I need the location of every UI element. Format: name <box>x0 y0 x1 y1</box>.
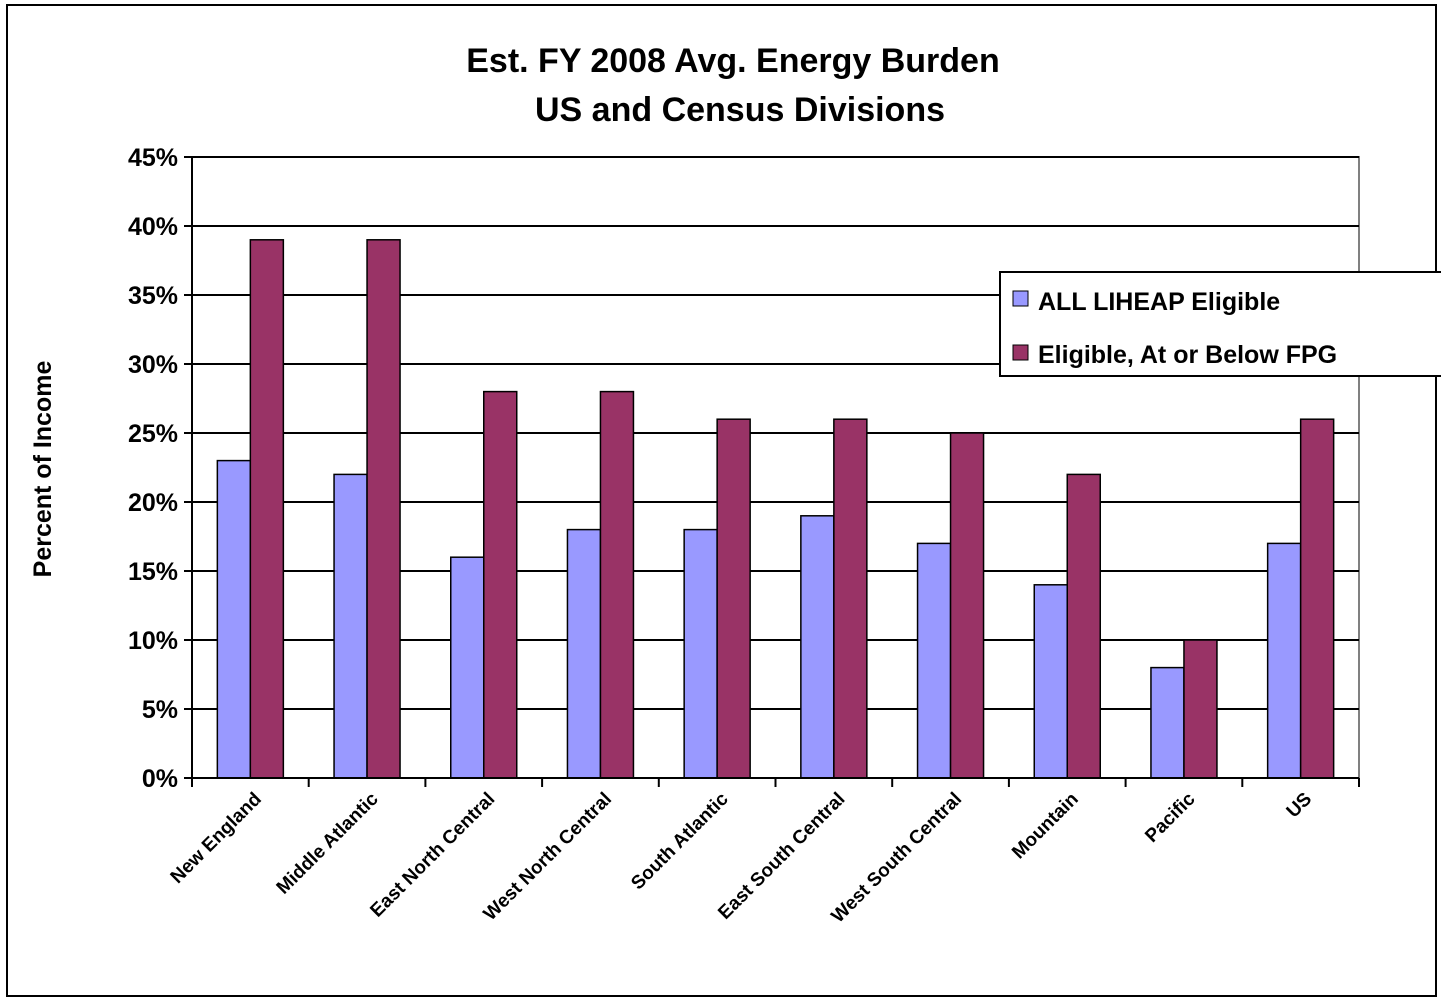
legend-swatch-at-or-below-fpg <box>1012 344 1029 361</box>
x-category-label: US <box>1283 789 1317 823</box>
bar-at-or-below-fpg <box>716 418 751 779</box>
x-category-label: West South Central <box>828 789 967 928</box>
bar-all-eligible <box>333 473 368 779</box>
legend-box <box>999 271 1441 377</box>
legend: ALL LIHEAP Eligible Eligible, At or Belo… <box>999 271 1441 377</box>
bar-all-eligible <box>1150 666 1185 779</box>
y-tick-label: 30% <box>128 351 178 379</box>
y-tick-label: 25% <box>128 420 178 448</box>
chart-subtitle: US and Census Divisions <box>535 91 945 129</box>
y-axis-label: Percent of Income <box>29 361 57 578</box>
x-category-label: South Atlantic <box>627 788 733 894</box>
x-category-label: East North Central <box>366 789 499 922</box>
bar-all-eligible <box>800 515 835 779</box>
y-tick-label: 20% <box>128 489 178 517</box>
bar-at-or-below-fpg <box>483 390 518 779</box>
bar-at-or-below-fpg <box>366 239 401 779</box>
bar-all-eligible <box>683 528 718 779</box>
bar-all-eligible <box>1266 542 1302 779</box>
y-tick-label: 40% <box>128 213 178 241</box>
y-tick-label: 10% <box>128 627 178 655</box>
x-category-label: West North Central <box>480 789 616 925</box>
legend-swatch-all-eligible <box>1012 290 1029 307</box>
legend-label-at-or-below-fpg: Eligible, At or Below FPG <box>1038 341 1337 369</box>
bar-all-eligible <box>216 459 252 779</box>
bar-at-or-below-fpg <box>249 239 285 779</box>
bar-at-or-below-fpg <box>1066 473 1101 779</box>
y-tick-label: 45% <box>128 144 178 172</box>
bar-at-or-below-fpg <box>599 390 635 779</box>
legend-label-all-eligible: ALL LIHEAP Eligible <box>1038 288 1280 316</box>
x-category-label: Middle Atlantic <box>273 788 383 898</box>
bar-at-or-below-fpg <box>1299 418 1335 779</box>
x-category-label: Mountain <box>1008 789 1083 864</box>
bar-all-eligible <box>1033 584 1068 779</box>
y-axis-ticks: 0% 5% 10% 15% 20% 25% 30% 35% 40% 45% <box>128 144 192 793</box>
bar-at-or-below-fpg <box>833 418 868 779</box>
bar-all-eligible <box>566 528 602 779</box>
chart-title: Est. FY 2008 Avg. Energy Burden <box>466 42 999 80</box>
y-tick-label: 35% <box>128 282 178 310</box>
bar-at-or-below-fpg <box>1183 639 1218 779</box>
x-category-label: East South Central <box>714 789 849 924</box>
bar-all-eligible <box>450 556 485 779</box>
bar-at-or-below-fpg <box>949 432 985 779</box>
x-category-label: Pacific <box>1141 788 1199 846</box>
y-tick-label: 5% <box>142 696 178 724</box>
y-tick-label: 15% <box>128 558 178 586</box>
bar-all-eligible <box>916 542 952 779</box>
y-tick-label: 0% <box>142 765 178 793</box>
bars <box>216 239 1335 779</box>
x-category-label: New England <box>167 789 266 888</box>
